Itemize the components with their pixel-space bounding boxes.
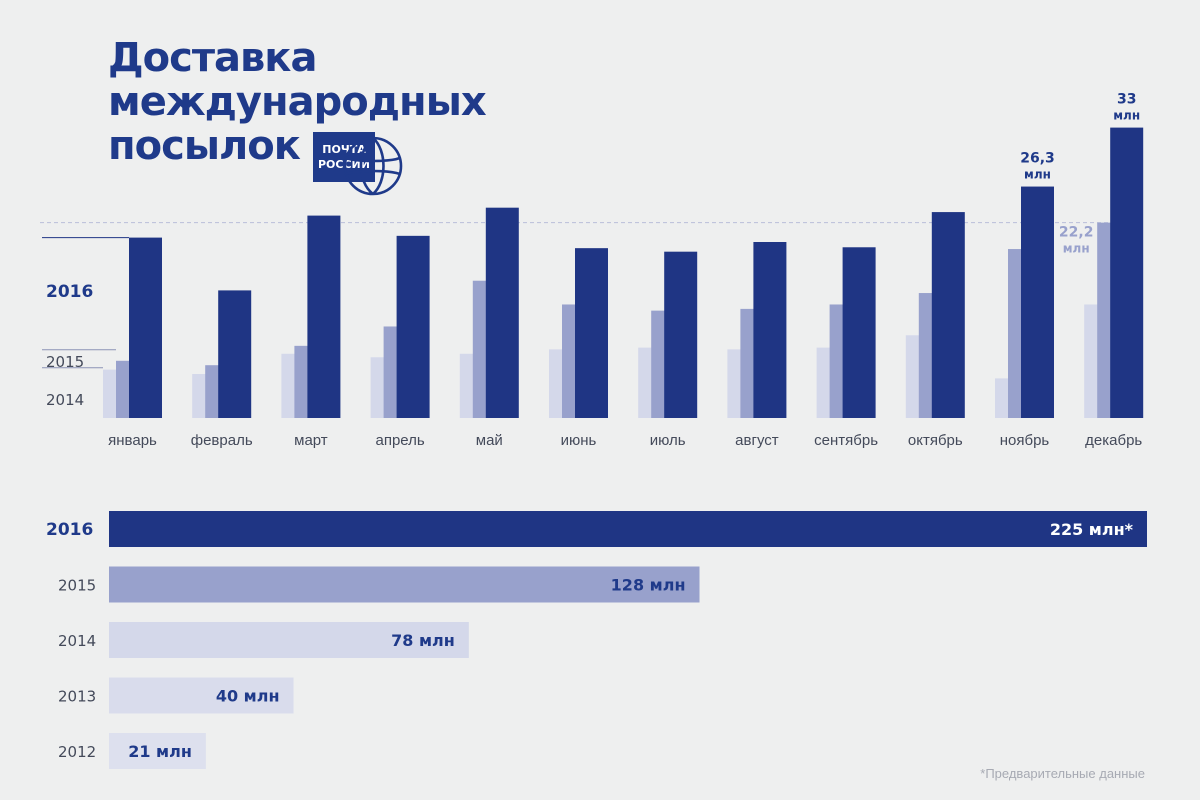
bar-2014-декабрь [1084,304,1099,418]
footnote: *Предварительные данные [980,766,1145,781]
bar-2014-июль [638,347,653,418]
chart-title: Доставка международных посылок [108,35,487,169]
bar-2016-июль [664,251,698,418]
legend-label-2016: 2016 [46,282,93,302]
bar-2014-апрель [370,357,385,418]
bar-2016-май [485,207,519,418]
year-label-2012: 2012 [58,743,96,761]
bar-2015-февраль [205,365,220,418]
bar-2014-март [281,353,296,418]
bar-2015-апрель [383,326,398,418]
bar-2014-май [459,353,474,418]
monthly-chart: январь февраль март апрель май июнь июль август… [40,92,1145,449]
month-label: февраль [191,432,253,449]
bar-2015-сентябрь [829,304,844,418]
bar-2014-ноябрь [995,378,1009,418]
total-bar-2014 [109,622,469,658]
total-value-label-2016: 225 млн* [1050,520,1134,539]
bar-2015-май [472,280,487,418]
bar-2014-июнь [549,349,563,418]
bar-2014-август [727,349,742,418]
data-label-unit: млн [1024,168,1051,182]
bar-2016-март [307,215,341,418]
bar-2015-декабрь [1097,222,1112,418]
bar-2016-ноябрь [1021,186,1054,418]
legend-label-2014: 2014 [46,391,84,409]
legend-label-2015: 2015 [46,353,84,371]
total-bar-2016 [109,511,1147,547]
data-label-value: 22,2 [1059,225,1094,241]
pochta-rossii-logo: ПОЧТА РОССИИ [313,132,403,196]
bar-2015-октябрь [918,293,933,418]
bar-2015-июль [651,310,666,418]
bar-2014-январь [103,369,117,418]
bar-2016-июнь [575,248,608,418]
logo-text-line-1: ПОЧТА [322,143,366,156]
bar-2014-сентябрь [816,347,831,418]
total-value-label-2015: 128 млн [611,576,686,595]
month-label: октябрь [908,432,963,449]
data-label-unit: млн [1113,109,1140,123]
bar-2016-декабрь [1110,127,1144,418]
total-bar-2015 [109,566,700,603]
title-line-2: международных [108,79,487,125]
bar-2016-октябрь [931,212,965,418]
bar-2014-февраль [192,374,207,418]
month-label: декабрь [1085,432,1142,449]
bar-2016-август [753,242,787,418]
bar-2015-июнь [562,304,576,418]
month-label: сентябрь [814,432,878,449]
total-value-label-2012: 21 млн [128,742,192,761]
total-value-label-2014: 78 млн [391,631,455,650]
total-bar-2013 [109,677,294,714]
year-label-2015: 2015 [58,577,96,595]
month-label: июль [650,432,686,449]
title-line-1: Доставка [108,35,317,81]
month-label: май [476,432,503,449]
month-label: август [735,432,779,449]
data-label-value: 26,3 [1020,151,1055,167]
yearly-totals-chart: 2016 225 млн* 2015 128 млн 2014 78 млн 2013 40 … [46,511,1147,769]
month-label: июнь [561,432,597,449]
bar-2015-ноябрь [1008,249,1022,418]
year-label-2013: 2013 [58,688,96,706]
month-label: январь [108,432,157,449]
data-label-unit: млн [1063,242,1090,256]
bar-2014-октябрь [905,335,920,418]
bar-2015-январь [116,360,130,418]
data-label-value: 33 [1117,92,1136,108]
month-label: март [294,432,328,449]
bar-2015-март [294,345,309,418]
bar-2016-сентябрь [842,247,876,418]
month-label: ноябрь [1000,432,1050,449]
bar-2016-апрель [396,235,430,418]
year-label-2016: 2016 [46,520,93,540]
bar-2016-февраль [218,290,252,418]
total-bar-2012 [109,733,206,769]
bar-2016-январь [129,237,162,418]
bar-2015-август [740,308,755,418]
title-line-3: посылок [108,123,301,169]
month-label: апрель [375,432,424,449]
year-label-2014: 2014 [58,632,96,650]
total-value-label-2013: 40 млн [216,687,280,706]
